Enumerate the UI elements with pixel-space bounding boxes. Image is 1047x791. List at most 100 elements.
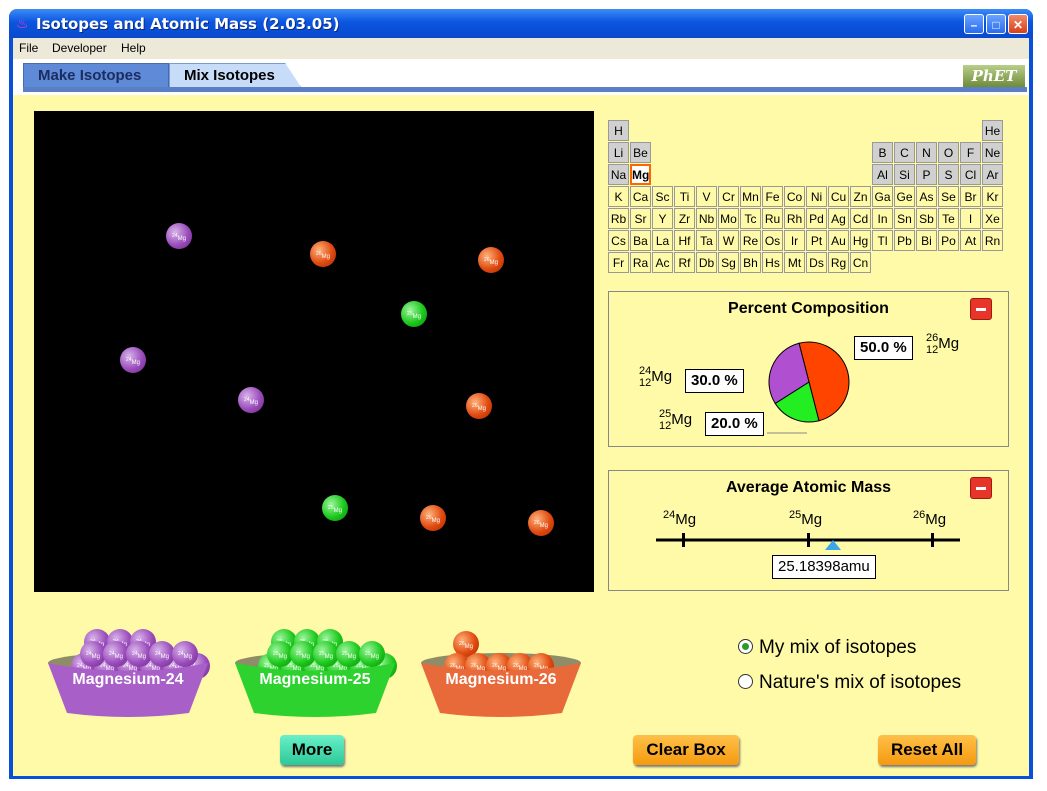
- menu-file[interactable]: File: [19, 41, 39, 55]
- element-nb[interactable]: Nb: [696, 208, 717, 229]
- bucket-atom-mg24[interactable]: 24Mg: [103, 641, 129, 667]
- element-in[interactable]: In: [872, 208, 893, 229]
- element-ra[interactable]: Ra: [630, 252, 651, 273]
- element-ds[interactable]: Ds: [806, 252, 827, 273]
- reset-all-button[interactable]: Reset All: [878, 735, 976, 765]
- tab-mix-isotopes[interactable]: Mix Isotopes: [169, 63, 301, 87]
- atom-mg26[interactable]: 26Mg: [420, 505, 446, 531]
- element-o[interactable]: O: [938, 142, 959, 163]
- element-ga[interactable]: Ga: [872, 186, 893, 207]
- collapse-average-mass-button[interactable]: [970, 477, 992, 499]
- element-sn[interactable]: Sn: [894, 208, 915, 229]
- element-xe[interactable]: Xe: [982, 208, 1003, 229]
- bucket-atom-mg26[interactable]: 26Mg: [453, 631, 479, 657]
- element-cu[interactable]: Cu: [828, 186, 849, 207]
- atom-mg24[interactable]: 24Mg: [120, 347, 146, 373]
- element-tc[interactable]: Tc: [740, 208, 761, 229]
- element-s[interactable]: S: [938, 164, 959, 185]
- element-h[interactable]: H: [608, 120, 629, 141]
- element-si[interactable]: Si: [894, 164, 915, 185]
- element-db[interactable]: Db: [696, 252, 717, 273]
- element-tl[interactable]: Tl: [872, 230, 893, 251]
- close-button[interactable]: ✕: [1008, 14, 1028, 34]
- element-p[interactable]: P: [916, 164, 937, 185]
- element-ar[interactable]: Ar: [982, 164, 1003, 185]
- element-i[interactable]: I: [960, 208, 981, 229]
- bucket-mg24[interactable]: 24Mg24Mg24Mg24Mg24Mg24Mg24Mg24Mg24Mg24Mg…: [47, 623, 210, 718]
- element-pd[interactable]: Pd: [806, 208, 827, 229]
- element-na[interactable]: Na: [608, 164, 629, 185]
- my-mix-option[interactable]: My mix of isotopes: [738, 637, 916, 659]
- element-cs[interactable]: Cs: [608, 230, 629, 251]
- menu-developer[interactable]: Developer: [52, 41, 107, 55]
- tab-make-isotopes[interactable]: Make Isotopes: [23, 63, 169, 87]
- atom-mg26[interactable]: 26Mg: [478, 247, 504, 273]
- element-bi[interactable]: Bi: [916, 230, 937, 251]
- natures-mix-option[interactable]: Nature's mix of isotopes: [738, 672, 961, 694]
- minimize-button[interactable]: –: [964, 14, 984, 34]
- element-rf[interactable]: Rf: [674, 252, 695, 273]
- element-hg[interactable]: Hg: [850, 230, 871, 251]
- element-be[interactable]: Be: [630, 142, 651, 163]
- element-mg[interactable]: Mg: [630, 164, 651, 185]
- element-b[interactable]: B: [872, 142, 893, 163]
- element-v[interactable]: V: [696, 186, 717, 207]
- element-ta[interactable]: Ta: [696, 230, 717, 251]
- element-au[interactable]: Au: [828, 230, 849, 251]
- element-sg[interactable]: Sg: [718, 252, 739, 273]
- atom-mg26[interactable]: 26Mg: [466, 393, 492, 419]
- element-he[interactable]: He: [982, 120, 1003, 141]
- bucket-atom-mg25[interactable]: 25Mg: [336, 641, 362, 667]
- bucket-atom-mg24[interactable]: 24Mg: [149, 641, 175, 667]
- element-k[interactable]: K: [608, 186, 629, 207]
- natures-mix-radio[interactable]: [738, 674, 753, 689]
- element-pb[interactable]: Pb: [894, 230, 915, 251]
- element-hs[interactable]: Hs: [762, 252, 783, 273]
- element-ag[interactable]: Ag: [828, 208, 849, 229]
- element-co[interactable]: Co: [784, 186, 805, 207]
- element-cr[interactable]: Cr: [718, 186, 739, 207]
- bucket-atom-mg24[interactable]: 24Mg: [172, 641, 198, 667]
- element-pt[interactable]: Pt: [806, 230, 827, 251]
- element-c[interactable]: C: [894, 142, 915, 163]
- element-cl[interactable]: Cl: [960, 164, 981, 185]
- atom-mg26[interactable]: 26Mg: [310, 241, 336, 267]
- element-hf[interactable]: Hf: [674, 230, 695, 251]
- element-po[interactable]: Po: [938, 230, 959, 251]
- element-n[interactable]: N: [916, 142, 937, 163]
- bucket-mg25[interactable]: 25Mg25Mg25Mg25Mg25Mg25Mg25Mg25Mg25Mg25Mg…: [234, 623, 397, 718]
- element-te[interactable]: Te: [938, 208, 959, 229]
- element-sc[interactable]: Sc: [652, 186, 673, 207]
- element-sr[interactable]: Sr: [630, 208, 651, 229]
- element-rb[interactable]: Rb: [608, 208, 629, 229]
- element-br[interactable]: Br: [960, 186, 981, 207]
- element-as[interactable]: As: [916, 186, 937, 207]
- element-at[interactable]: At: [960, 230, 981, 251]
- element-la[interactable]: La: [652, 230, 673, 251]
- element-cn[interactable]: Cn: [850, 252, 871, 273]
- atom-mg24[interactable]: 24Mg: [238, 387, 264, 413]
- element-mt[interactable]: Mt: [784, 252, 805, 273]
- element-f[interactable]: F: [960, 142, 981, 163]
- menu-help[interactable]: Help: [121, 41, 146, 55]
- bucket-atom-mg25[interactable]: 25Mg: [313, 641, 339, 667]
- element-rg[interactable]: Rg: [828, 252, 849, 273]
- element-zr[interactable]: Zr: [674, 208, 695, 229]
- element-ni[interactable]: Ni: [806, 186, 827, 207]
- element-mo[interactable]: Mo: [718, 208, 739, 229]
- element-ge[interactable]: Ge: [894, 186, 915, 207]
- clear-box-button[interactable]: Clear Box: [633, 735, 739, 765]
- element-se[interactable]: Se: [938, 186, 959, 207]
- element-zn[interactable]: Zn: [850, 186, 871, 207]
- element-fr[interactable]: Fr: [608, 252, 629, 273]
- element-bh[interactable]: Bh: [740, 252, 761, 273]
- element-al[interactable]: Al: [872, 164, 893, 185]
- bucket-atom-mg25[interactable]: 25Mg: [267, 641, 293, 667]
- bucket-atom-mg25[interactable]: 25Mg: [359, 641, 385, 667]
- element-ru[interactable]: Ru: [762, 208, 783, 229]
- atom-mg26[interactable]: 26Mg: [528, 510, 554, 536]
- my-mix-radio[interactable]: [738, 639, 753, 654]
- element-ca[interactable]: Ca: [630, 186, 651, 207]
- more-button[interactable]: More: [280, 735, 344, 765]
- isotope-mixing-box[interactable]: 24Mg 26Mg 26Mg 25Mg 24Mg 24Mg 26Mg 25Mg 26Mg 26Mg: [34, 111, 594, 592]
